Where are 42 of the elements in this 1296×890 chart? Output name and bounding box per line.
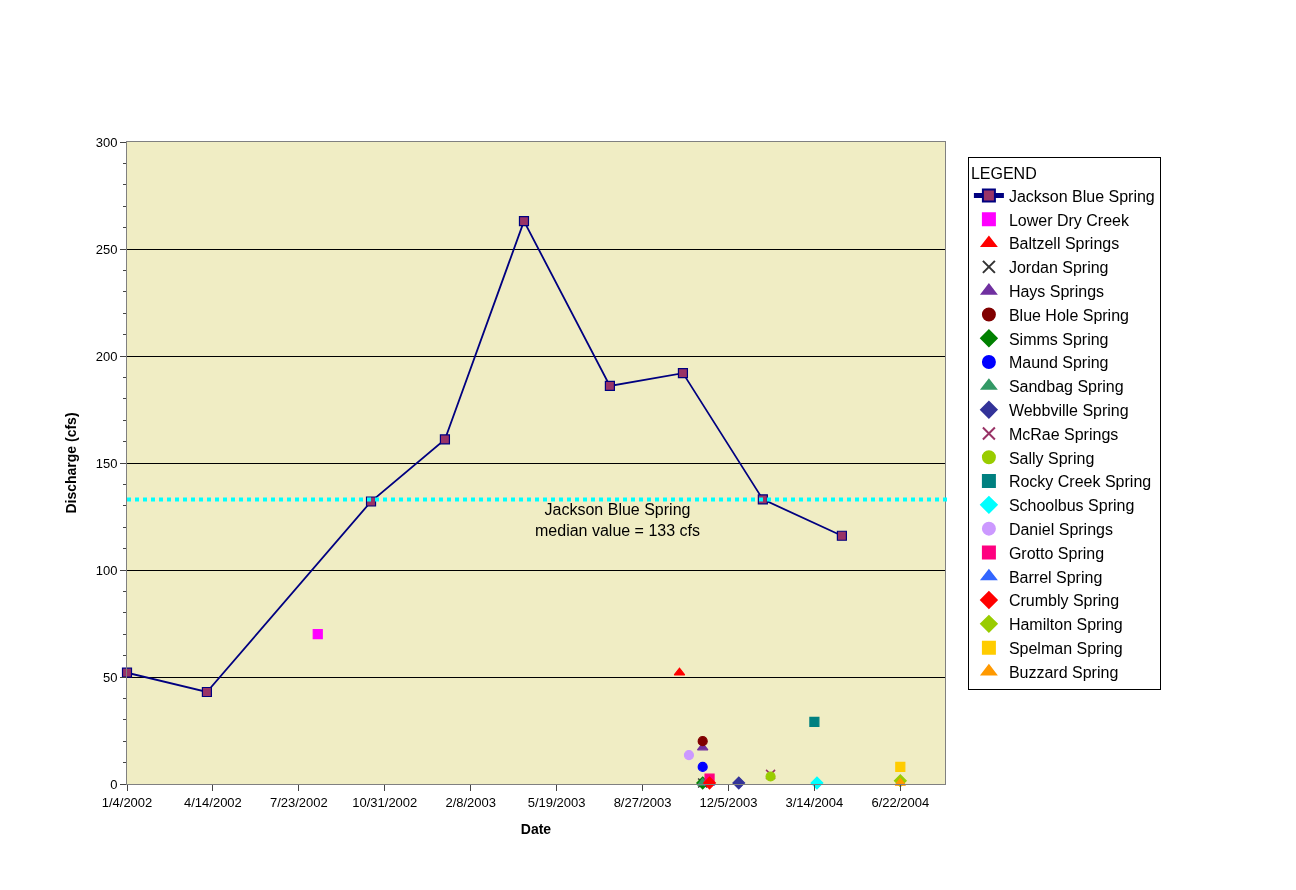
legend-label: Daniel Springs (1008, 520, 1113, 538)
x-tick-label: 10/31/2002 (352, 794, 418, 810)
legend-label: Baltzell Springs (1008, 235, 1120, 253)
y-tick-label: 200 (95, 348, 118, 364)
legend-title: LEGEND (970, 164, 1037, 182)
x-tick-label: 8/27/2003 (613, 794, 672, 810)
legend-label: Blue Hole Spring (1008, 306, 1129, 324)
y-tick-label: 50 (102, 669, 118, 685)
legend-label: Barrel Spring (1008, 568, 1103, 586)
x-tick-label: 7/23/2002 (269, 794, 328, 810)
legend-label: Schoolbus Spring (1008, 497, 1135, 515)
legend-label: Rocky Creek Spring (1008, 473, 1152, 491)
x-tick-label: 12/5/2003 (699, 794, 758, 810)
x-tick-label: 5/19/2003 (527, 794, 586, 810)
x-axis-title: Date (520, 820, 552, 837)
legend-label: Sandbag Spring (1008, 378, 1124, 396)
legend-label: Buzzard Spring (1008, 663, 1119, 681)
legend-label: Hays Springs (1008, 282, 1105, 300)
ref-line-label: Jackson Blue Spring median value = 133 cfs (535, 501, 700, 539)
legend-label: Jordan Spring (1008, 259, 1109, 277)
legend-label: Lower Dry Creek (1008, 211, 1130, 229)
legend-label: McRae Springs (1008, 425, 1119, 443)
y-tick-label: 250 (95, 241, 118, 257)
x-tick-label: 3/14/2004 (785, 794, 844, 810)
x-tick-label: 4/14/2002 (184, 794, 242, 810)
legend-label: Sally Spring (1008, 449, 1095, 467)
legend-label: Hamilton Spring (1008, 616, 1123, 634)
legend-label: Crumbly Spring (1008, 592, 1120, 610)
y-tick-label: 0 (110, 776, 118, 792)
legend-label: Simms Spring (1008, 330, 1109, 348)
legend-label: Jackson Blue Spring (1008, 187, 1155, 205)
legend-label: Spelman Spring (1008, 639, 1123, 657)
legend-label: Webbville Spring (1008, 401, 1129, 419)
y-axis-title: Discharge (cfs) (63, 412, 80, 514)
x-tick-label: 6/22/2004 (871, 794, 930, 810)
x-tick-label: 1/4/2002 (101, 794, 153, 810)
y-tick-label: 150 (95, 455, 118, 471)
legend-label: Maund Spring (1008, 354, 1109, 372)
y-tick-label: 300 (95, 134, 118, 150)
y-tick-label: 100 (95, 562, 118, 578)
x-tick-label: 2/8/2003 (445, 794, 496, 810)
legend-label: Grotto Spring (1008, 544, 1105, 562)
